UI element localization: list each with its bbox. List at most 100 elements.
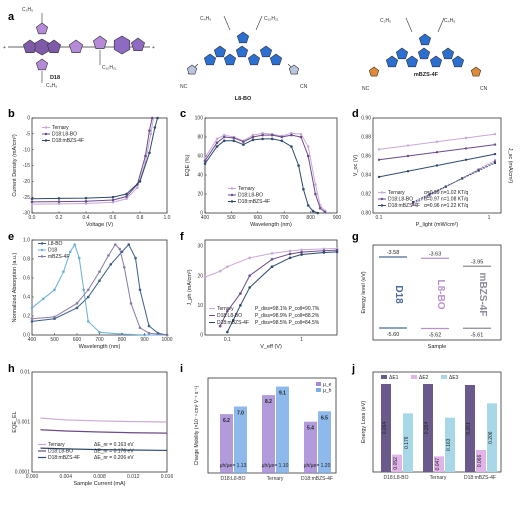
data-point <box>53 315 56 319</box>
data-point <box>41 297 45 301</box>
legend-label: μ_e <box>323 382 332 388</box>
bar-value: 0.264 <box>382 422 388 435</box>
legend-label: D18 <box>48 248 57 254</box>
jsc-point <box>428 193 431 196</box>
bar-value: 0.264 <box>424 422 430 435</box>
substituent-text: C₄H₉ <box>200 16 211 22</box>
substituent-text: C₁₀H₂₁ <box>102 65 117 71</box>
category-label: D18:mBZS-4F <box>464 475 496 481</box>
y-axis-label: EQE (%) <box>185 154 191 176</box>
data-point <box>311 209 315 213</box>
legend-label: D18:L8-BO <box>217 313 242 319</box>
x-tick-label: 0.2 <box>56 215 63 221</box>
data-point <box>300 250 303 254</box>
material-name: L8-BO <box>435 280 446 310</box>
y-tick-label: 80 <box>197 135 203 141</box>
x-tick-label: 0.000 <box>26 474 39 480</box>
voc-point <box>435 140 439 143</box>
panel-h-chart: 0.000 0.004 0.008 0.012 0.016 0.0001 0.001 0.01… <box>12 370 173 487</box>
data-point <box>203 156 207 160</box>
lumo-value: -3.63 <box>429 251 442 257</box>
mobility-bar <box>276 386 289 473</box>
ring <box>429 55 443 68</box>
panel-a-structures: + + C₂H₅ C₄H₉ C₁₀H₂₁ D18 C₄H₉ C₁₀H₂₁ NC CN L8-BO C₂… <box>3 7 488 102</box>
data-point <box>288 249 292 253</box>
jsc-point <box>461 177 464 180</box>
legend-extra: ΔE_nr = 0.163 eV <box>94 442 134 448</box>
panel-i-chart: 6.2 7.0 μh/μe= 1.13 D18:L8-BO 8.2 9.1 μh/μe= 1… <box>194 377 337 482</box>
jsc-point <box>444 185 447 188</box>
panel-d-chart: 0.80 0.82 0.84 0.86 0.88 0.90 0.1 1 Ternary α=0.9… <box>353 116 513 228</box>
data-point <box>30 202 34 206</box>
voc-point <box>435 151 439 154</box>
data-point <box>57 200 61 203</box>
data-point <box>86 295 90 299</box>
data-point <box>98 330 101 334</box>
series-line <box>31 117 154 205</box>
y-tick-label: -10 <box>23 147 30 153</box>
data-point <box>248 286 251 289</box>
x-tick-label: 800 <box>306 215 315 221</box>
data-point <box>120 250 124 254</box>
y-axis-label: Energy level (eV) <box>361 271 367 313</box>
data-point <box>270 265 274 269</box>
y-tick-label: 20 <box>197 273 203 279</box>
y-tick-label: 40 <box>197 173 203 179</box>
y-tick-label: -20 <box>23 179 30 185</box>
substituent-text: C₂H₅ <box>22 7 33 13</box>
y-tick-label: 0 <box>27 116 30 122</box>
y-tick-label: -5 <box>26 132 31 138</box>
bracket-plus: + <box>152 45 155 51</box>
x-tick-label: 400 <box>201 215 210 221</box>
y-tick-label: 0.86 <box>361 154 371 160</box>
y-tick-label: 0.80 <box>361 211 371 217</box>
bar-value: 6.5 <box>321 415 328 421</box>
ring <box>236 31 250 44</box>
y-axis-label: Current Density (mA/cm²) <box>12 134 18 197</box>
legend-label: D18:L8-BO <box>48 449 73 455</box>
panel-j-chart: 0.264 0.052 0.176 D18:L8-BO 0.264 0.047 0.163 T… <box>361 371 502 481</box>
y-tick-label: 20 <box>197 192 203 198</box>
data-point <box>222 135 226 139</box>
end-group <box>470 66 482 77</box>
legend-swatch <box>441 375 447 379</box>
data-point <box>215 141 219 144</box>
data-point <box>299 135 303 139</box>
data-point <box>148 151 151 155</box>
data-point <box>125 192 128 196</box>
bar-value: 0.176 <box>404 436 410 449</box>
substituent-text: C₄H₉ <box>444 18 455 24</box>
data-point <box>127 243 131 246</box>
energy-loss-bar <box>381 384 391 472</box>
panel-label-b: b <box>8 108 15 120</box>
data-point <box>118 247 122 251</box>
legend-marker <box>44 139 48 142</box>
y-tick-label: -25 <box>23 195 30 201</box>
data-point <box>203 159 207 163</box>
x-tick-label: 700 <box>95 337 104 343</box>
data-point <box>138 288 142 292</box>
legend-marker <box>40 255 44 258</box>
panel-label-a: a <box>8 11 15 23</box>
data-point <box>156 116 159 120</box>
data-point <box>30 200 34 204</box>
data-point <box>322 249 326 252</box>
y-axis-label: J_ph (mA/cm²) <box>187 269 193 305</box>
y-tick-label: 0.82 <box>361 192 371 198</box>
data-point <box>335 248 339 252</box>
ring <box>35 58 49 71</box>
bar-value: 0.206 <box>488 431 494 444</box>
voc-point <box>377 175 381 179</box>
legend-swatch <box>381 375 387 379</box>
voc-point <box>464 158 468 161</box>
data-point <box>280 139 284 143</box>
panel-label-d: d <box>352 108 359 120</box>
lumo-value: -3.95 <box>471 259 484 265</box>
data-point <box>270 133 274 137</box>
panel-label-c: c <box>180 108 186 120</box>
data-point <box>306 145 310 148</box>
data-point <box>306 154 310 158</box>
legend-marker <box>230 193 234 197</box>
x-tick-label: 1.0 <box>164 215 171 221</box>
